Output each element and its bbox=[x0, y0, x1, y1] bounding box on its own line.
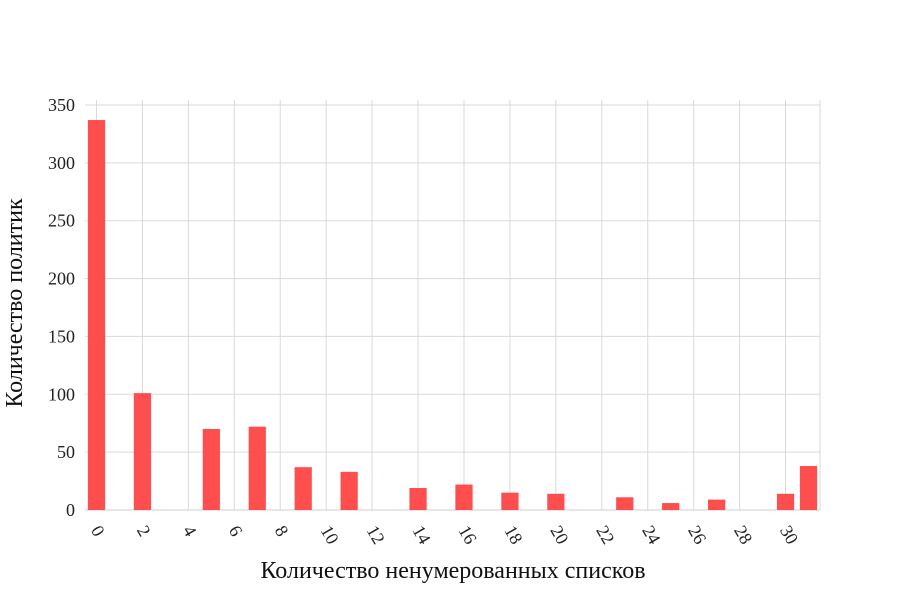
x-tick-label: 22 bbox=[592, 522, 618, 548]
x-axis-ticks: 0 2 4 6 8 10 12 14 16 18 20 22 24 26 28 30 bbox=[87, 522, 802, 548]
bar bbox=[501, 492, 519, 510]
bar bbox=[799, 466, 818, 510]
x-tick-label: 10 bbox=[317, 522, 343, 548]
bar bbox=[616, 497, 634, 510]
bar bbox=[294, 467, 312, 510]
bar bbox=[455, 484, 473, 510]
bar bbox=[202, 429, 220, 510]
x-tick-label: 8 bbox=[271, 522, 293, 540]
y-tick-label: 350 bbox=[48, 95, 75, 115]
x-axis-title: Количество ненумерованных списков bbox=[260, 558, 645, 584]
y-axis-ticks: 0 50 100 150 200 250 300 350 bbox=[48, 95, 75, 520]
x-tick-label: 24 bbox=[638, 522, 664, 548]
x-tick-label: 20 bbox=[546, 522, 572, 548]
y-tick-label: 100 bbox=[48, 384, 75, 404]
bar bbox=[708, 499, 726, 510]
bar bbox=[133, 393, 152, 510]
bar bbox=[87, 120, 106, 511]
x-tick-label: 6 bbox=[225, 522, 247, 540]
bar bbox=[662, 503, 680, 510]
x-tick-label: 18 bbox=[500, 522, 526, 548]
bar bbox=[776, 493, 795, 510]
y-tick-label: 50 bbox=[57, 442, 75, 462]
x-tick-label: 14 bbox=[409, 522, 435, 548]
y-tick-label: 250 bbox=[48, 211, 75, 231]
y-axis-title: Количество политик bbox=[2, 198, 28, 408]
y-tick-label: 150 bbox=[48, 326, 75, 346]
x-tick-label: 28 bbox=[730, 522, 756, 548]
bars-group bbox=[87, 120, 818, 511]
x-tick-label: 16 bbox=[455, 522, 481, 548]
x-tick-label: 4 bbox=[179, 522, 201, 540]
bar bbox=[340, 471, 358, 510]
bar bbox=[547, 493, 565, 510]
x-tick-label: 30 bbox=[776, 522, 802, 548]
x-tick-label: 2 bbox=[133, 522, 155, 540]
x-tick-label: 26 bbox=[684, 522, 710, 548]
x-tick-label: 0 bbox=[87, 522, 109, 540]
x-tick-label: 12 bbox=[363, 522, 389, 548]
y-tick-label: 0 bbox=[66, 500, 75, 520]
y-tick-label: 300 bbox=[48, 153, 75, 173]
y-tick-label: 200 bbox=[48, 269, 75, 289]
grid-lines bbox=[85, 100, 821, 511]
bar bbox=[409, 488, 427, 510]
bar bbox=[248, 426, 266, 510]
